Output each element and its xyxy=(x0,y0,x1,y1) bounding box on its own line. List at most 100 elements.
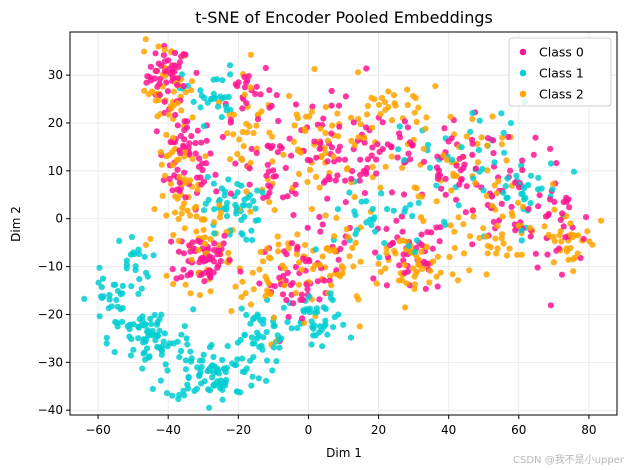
point-class-1 xyxy=(106,296,113,303)
y-tick-label: 10 xyxy=(48,164,63,178)
point-class-0 xyxy=(201,278,208,285)
point-class-1 xyxy=(216,196,223,203)
chart-title: t-SNE of Encoder Pooled Embeddings xyxy=(195,8,493,27)
point-class-0 xyxy=(203,137,210,144)
point-class-2 xyxy=(494,245,501,252)
point-class-2 xyxy=(267,291,274,298)
point-class-1 xyxy=(534,186,542,193)
point-class-1 xyxy=(99,275,107,282)
point-class-0 xyxy=(248,145,255,152)
point-class-1 xyxy=(334,206,341,213)
point-class-0 xyxy=(399,228,406,235)
point-class-1 xyxy=(176,354,183,361)
point-class-0 xyxy=(566,204,573,211)
point-class-2 xyxy=(515,222,522,229)
point-class-1 xyxy=(440,218,448,225)
point-class-0 xyxy=(320,115,327,122)
point-class-2 xyxy=(448,187,455,194)
point-class-2 xyxy=(200,226,207,233)
point-class-0 xyxy=(459,153,466,160)
point-class-2 xyxy=(381,99,389,106)
point-class-1 xyxy=(161,330,168,337)
point-class-2 xyxy=(514,199,522,206)
point-class-0 xyxy=(182,194,189,201)
point-class-0 xyxy=(325,173,332,180)
point-class-1 xyxy=(227,71,234,78)
point-class-1 xyxy=(239,355,246,362)
point-class-0 xyxy=(456,181,463,188)
point-class-0 xyxy=(266,87,273,94)
point-class-2 xyxy=(396,238,403,245)
point-class-1 xyxy=(174,338,181,345)
point-class-1 xyxy=(219,396,226,403)
point-class-2 xyxy=(491,182,498,189)
point-class-1 xyxy=(98,284,105,291)
point-class-2 xyxy=(350,263,357,270)
point-class-2 xyxy=(356,323,363,330)
point-class-0 xyxy=(369,144,376,151)
point-class-0 xyxy=(490,150,497,157)
point-class-2 xyxy=(484,142,491,149)
point-class-0 xyxy=(536,192,543,199)
point-class-1 xyxy=(413,237,420,244)
point-class-1 xyxy=(197,104,204,111)
point-class-2 xyxy=(189,155,196,163)
point-class-1 xyxy=(243,311,250,318)
point-class-1 xyxy=(136,276,143,283)
point-class-2 xyxy=(173,157,180,164)
point-class-0 xyxy=(418,241,425,249)
point-class-2 xyxy=(195,247,202,254)
y-axis-label: Dim 2 xyxy=(9,206,23,242)
point-class-0 xyxy=(544,212,552,219)
point-class-2 xyxy=(503,157,510,164)
point-class-2 xyxy=(171,209,179,216)
point-class-2 xyxy=(377,111,384,118)
point-class-1 xyxy=(162,361,169,368)
point-class-1 xyxy=(200,207,208,214)
point-class-0 xyxy=(169,62,176,69)
point-class-0 xyxy=(181,143,188,150)
point-class-0 xyxy=(253,149,260,157)
point-class-1 xyxy=(130,346,137,353)
point-class-0 xyxy=(171,172,178,179)
point-class-2 xyxy=(182,89,189,96)
point-class-2 xyxy=(451,244,458,252)
point-class-2 xyxy=(170,162,177,169)
point-class-1 xyxy=(178,331,185,338)
point-class-2 xyxy=(327,273,334,280)
point-class-0 xyxy=(153,128,160,135)
point-class-1 xyxy=(222,378,229,385)
point-class-2 xyxy=(181,225,188,232)
point-class-2 xyxy=(344,233,352,241)
point-class-2 xyxy=(385,88,392,95)
point-class-2 xyxy=(293,111,300,118)
x-tick-label: −40 xyxy=(156,423,181,437)
point-class-0 xyxy=(546,196,554,203)
point-class-2 xyxy=(151,206,158,213)
point-class-2 xyxy=(270,314,277,321)
point-class-1 xyxy=(128,233,135,241)
point-class-0 xyxy=(519,167,526,174)
point-class-2 xyxy=(390,92,398,99)
point-class-1 xyxy=(217,377,224,384)
point-class-0 xyxy=(289,280,296,287)
point-class-2 xyxy=(466,267,473,274)
point-class-2 xyxy=(323,245,330,252)
point-class-1 xyxy=(219,356,226,364)
point-class-2 xyxy=(399,164,406,171)
point-class-1 xyxy=(193,385,200,392)
point-class-2 xyxy=(565,256,572,263)
point-class-1 xyxy=(219,77,226,84)
point-class-1 xyxy=(254,329,261,336)
point-class-0 xyxy=(219,133,226,141)
point-class-1 xyxy=(204,99,211,106)
point-class-1 xyxy=(306,293,313,300)
point-class-1 xyxy=(347,334,355,341)
point-class-1 xyxy=(507,120,514,127)
point-class-0 xyxy=(227,190,234,197)
point-class-1 xyxy=(169,392,176,399)
point-class-2 xyxy=(238,294,245,301)
point-class-2 xyxy=(178,210,185,217)
point-class-1 xyxy=(141,349,148,356)
point-class-2 xyxy=(200,216,207,223)
